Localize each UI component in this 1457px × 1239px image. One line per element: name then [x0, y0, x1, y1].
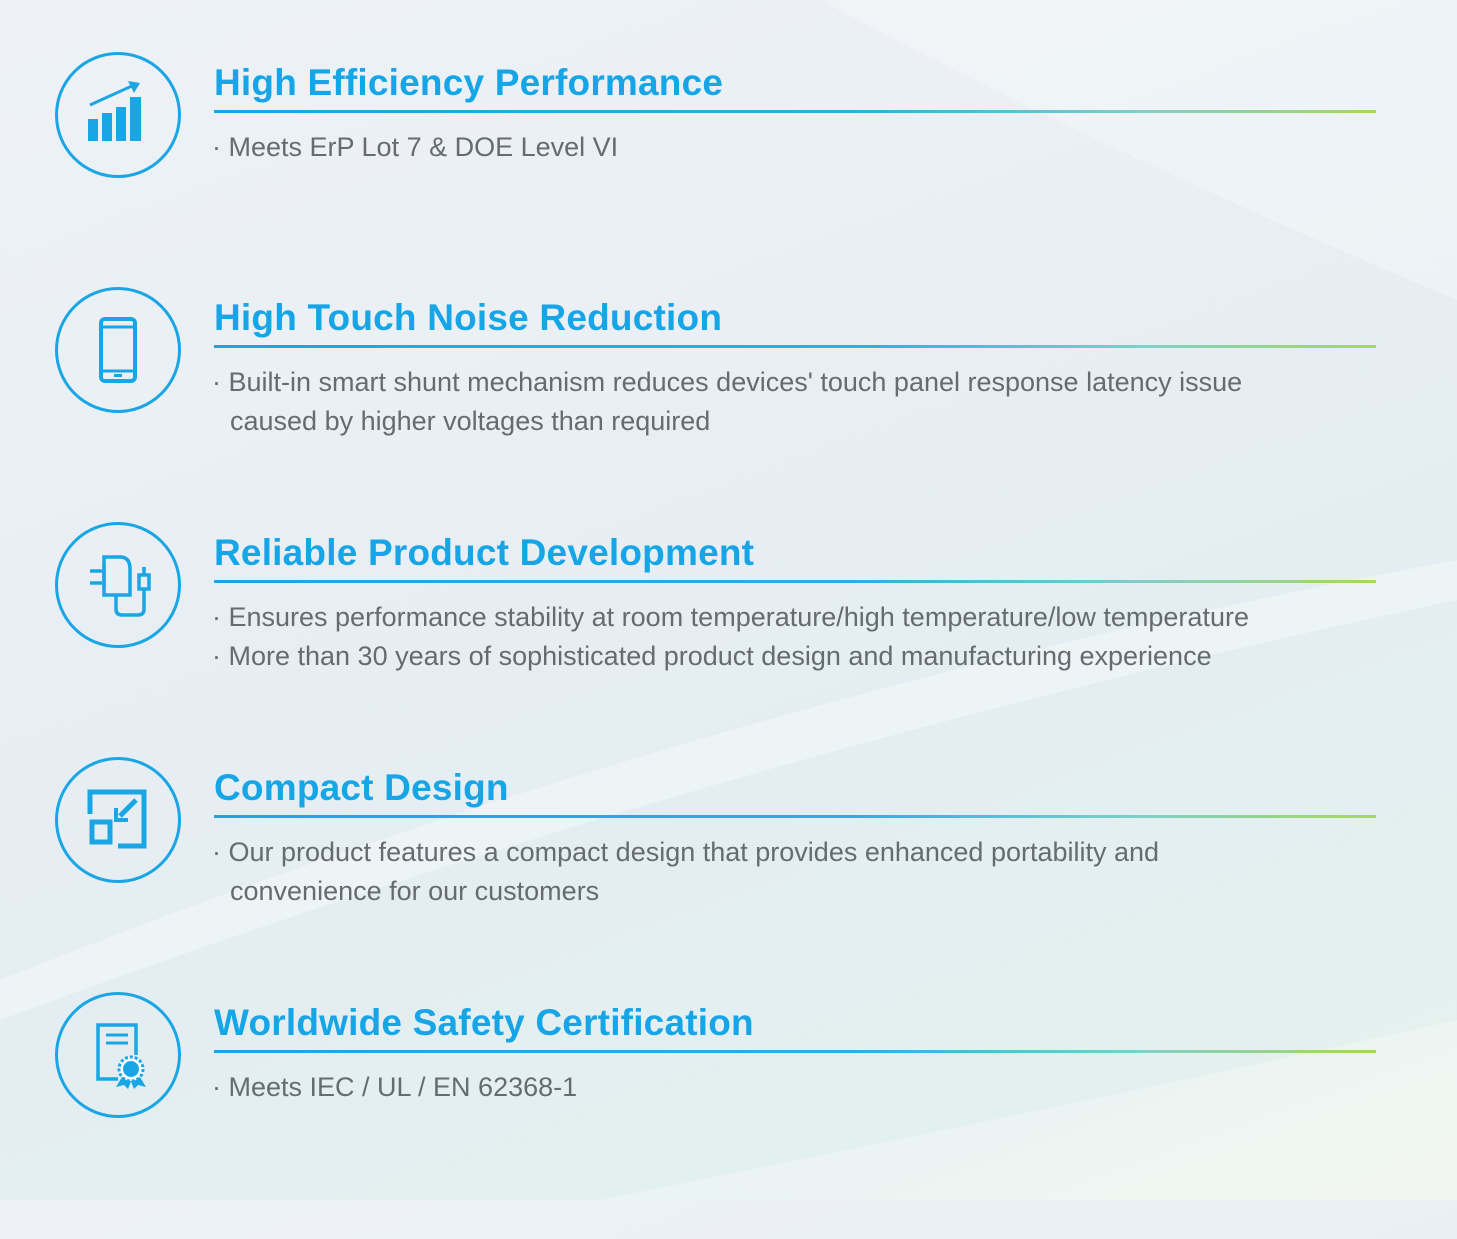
feature-title: Compact Design [214, 767, 509, 808]
divider [214, 1050, 1376, 1053]
feature-text: convenience for our customers [230, 876, 600, 906]
divider [214, 345, 1376, 348]
feature-title: High Touch Noise Reduction [214, 297, 723, 338]
certificate-icon [55, 992, 181, 1118]
feature-touch-noise: High Touch Noise Reduction · Built-in sm… [0, 287, 1457, 534]
feature-text: · Meets IEC / UL / EN 62368-1 [212, 1072, 578, 1102]
bar-chart-growth-icon [55, 52, 181, 178]
feature-text: · Our product features a compact design … [212, 837, 1160, 867]
feature-text: · Ensures performance stability at room … [212, 602, 1249, 632]
feature-title: Reliable Product Development [214, 532, 755, 573]
feature-title: Worldwide Safety Certification [214, 1002, 754, 1043]
compact-resize-icon [55, 757, 181, 883]
charger-adapter-icon [55, 522, 181, 648]
smartphone-icon [55, 287, 181, 413]
feature-text: · Built-in smart shunt mechanism reduces… [212, 367, 1243, 397]
feature-safety-certification: Worldwide Safety Certification · Meets I… [0, 992, 1457, 1239]
divider [214, 580, 1376, 583]
feature-high-efficiency: High Efficiency Performance · Meets ErP … [0, 52, 1457, 299]
feature-compact-design: Compact Design · Our product features a … [0, 757, 1457, 1004]
feature-text: caused by higher voltages than required [230, 406, 711, 436]
feature-text: · More than 30 years of sophisticated pr… [212, 641, 1212, 671]
feature-text: · Meets ErP Lot 7 & DOE Level VI [212, 132, 619, 162]
divider [214, 815, 1376, 818]
feature-title: High Efficiency Performance [214, 62, 724, 103]
feature-reliable-development: Reliable Product Development · Ensures p… [0, 522, 1457, 769]
divider [214, 110, 1376, 113]
